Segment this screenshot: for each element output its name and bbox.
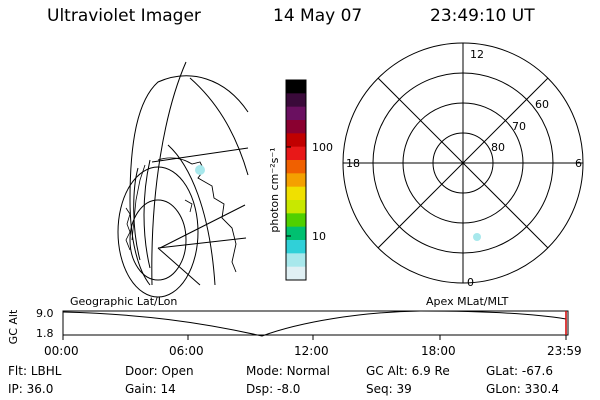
colorbar-cell — [286, 133, 306, 148]
mlat-label-60: 60 — [535, 98, 549, 111]
timeline-xtick-2359: 23:59 — [547, 344, 582, 358]
info-seq: Seq: 39 — [366, 382, 412, 396]
info-flt: Flt: LBHL — [8, 364, 62, 378]
colorbar-cell — [286, 213, 306, 228]
colorbar-cell — [286, 240, 306, 254]
mlt-label-12: 12 — [470, 48, 484, 61]
colorbar-cell — [286, 266, 306, 281]
info-dsp: Dsp: -8.0 — [246, 382, 301, 396]
colorbar-cell — [286, 146, 306, 161]
instrument-title: Ultraviolet Imager — [47, 6, 201, 26]
info-ip: IP: 36.0 — [8, 382, 54, 396]
mlat-label-70: 70 — [512, 120, 526, 133]
timeline-ytick-top: 9.0 — [36, 307, 54, 320]
colorbar-cell — [286, 186, 306, 201]
colorbar-tick-10: 10 — [312, 230, 326, 243]
info-gain: Gain: 14 — [125, 382, 176, 396]
timeline-xtick-1800: 18:00 — [421, 344, 456, 358]
timeline-ytick-bottom: 1.8 — [36, 327, 54, 340]
colorbar-cell — [286, 226, 306, 241]
colorbar-cell — [286, 106, 306, 121]
timeline-right-title: Apex MLat/MLT — [426, 295, 509, 308]
info-glon: GLon: 330.4 — [486, 382, 559, 396]
timeline-left-title: Geographic Lat/Lon — [70, 295, 178, 308]
info-mode: Mode: Normal — [246, 364, 330, 378]
header-time: 23:49:10 UT — [430, 6, 535, 26]
colorbar-cell — [286, 120, 306, 134]
mlat-label-80: 80 — [491, 141, 505, 154]
colorbar-cell — [286, 253, 306, 268]
timeline-xtick-0000: 00:00 — [44, 344, 79, 358]
mlt-label-0: 0 — [467, 276, 474, 289]
info-glat: GLat: -67.6 — [486, 364, 553, 378]
colorbar-cell — [286, 200, 306, 214]
colorbar-cell — [286, 173, 306, 188]
colorbar-cell — [286, 93, 306, 108]
timeline-xtick-0600: 06:00 — [169, 344, 204, 358]
info-door: Door: Open — [125, 364, 194, 378]
mlt-label-18: 18 — [346, 157, 360, 170]
colorbar-cell — [286, 160, 306, 174]
mlt-label-6: 6 — [575, 157, 582, 170]
colorbar-cell — [286, 80, 306, 94]
header-date: 14 May 07 — [273, 6, 363, 26]
info-gc-alt: GC Alt: 6.9 Re — [366, 364, 450, 378]
timeline-xtick-1200: 12:00 — [294, 344, 329, 358]
colorbar-tick-100: 100 — [312, 141, 333, 154]
